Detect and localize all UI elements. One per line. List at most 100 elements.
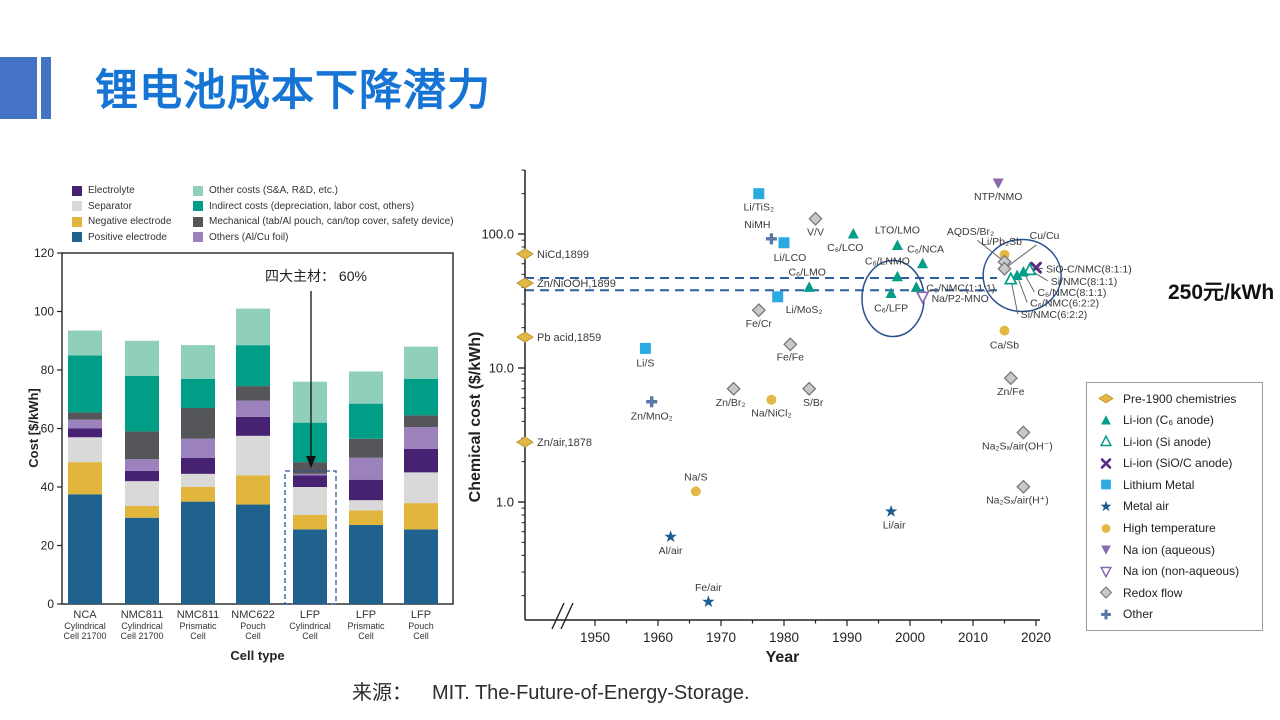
legend-swatch <box>72 232 82 243</box>
liion_si-marker-icon <box>1003 271 1018 285</box>
pre1900-marker-icon <box>516 436 534 448</box>
liion_c6-marker-icon <box>1011 269 1023 281</box>
redox-marker-icon <box>808 211 823 226</box>
bar-segment <box>349 500 383 511</box>
point-label: Na/P2-MNO <box>932 293 989 305</box>
point-label: Li/air <box>883 519 906 531</box>
point-label: Na₂Sₓ/air(OH⁻) <box>982 441 1053 453</box>
redox-marker-icon <box>802 381 817 396</box>
bar-segment <box>293 529 327 604</box>
hightemp-marker-icon <box>690 486 701 497</box>
bar-segment <box>68 330 102 356</box>
limetal-marker-icon <box>778 237 790 249</box>
source-text: MIT. The-Future-of-Energy-Storage. <box>432 682 750 704</box>
point-label: Fe/air <box>695 582 722 594</box>
legend-item: Lithium Metal <box>1096 477 1253 492</box>
legend-label: Na ion (aqueous) <box>1123 542 1216 557</box>
other-legend-icon <box>1101 609 1111 620</box>
point-label: AQDS/Br₂ <box>947 226 994 238</box>
bar-segment <box>181 438 215 458</box>
point-label: Na/S <box>684 471 707 483</box>
liion_si-marker-icon <box>1022 262 1037 276</box>
bar-segment <box>181 345 215 379</box>
legend-item: Li-ion (C₆ anode) <box>1096 413 1253 428</box>
category-sublabel: Cylindrical <box>64 621 106 631</box>
bar-segment <box>236 308 270 346</box>
four-materials-note: 四大主材： 60% <box>265 268 367 284</box>
bar-segment <box>68 419 102 429</box>
point-label: Si/NMC(8:1:1) <box>1051 276 1118 288</box>
legend-label: Li-ion (SiO/C anode) <box>1123 456 1233 471</box>
label-leader-line <box>1010 279 1019 315</box>
bar-segment <box>349 438 383 458</box>
point-label: Zn/Fe <box>997 386 1025 398</box>
limetal-legend-icon <box>1101 480 1111 490</box>
legend-item: Li-ion (SiO/C anode) <box>1096 456 1253 471</box>
y-axis-title: Chemical cost ($/kWh) <box>467 332 484 503</box>
bar-segment <box>404 448 438 473</box>
y-tick-label: 100 <box>34 305 54 319</box>
bar-segment <box>68 428 102 438</box>
naion_aq-marker-icon <box>1101 545 1111 555</box>
category-sublabel: Cell <box>358 631 374 641</box>
category-sublabel: Cell <box>245 631 261 641</box>
redox-marker-icon <box>783 337 798 352</box>
hightemp-marker-icon <box>766 394 777 405</box>
bar-segment <box>236 504 270 604</box>
legend-label: Mechanical (tab/Al pouch, can/top cover,… <box>209 216 454 228</box>
liion_c6-marker-icon <box>891 270 903 282</box>
bar-segment <box>404 472 438 504</box>
category-sublabel: Cell <box>413 631 429 641</box>
point-label: C₆/LMO <box>788 266 826 278</box>
other-marker-icon <box>1101 609 1111 620</box>
liion_c6-legend-icon <box>1101 414 1111 425</box>
pre1900-label: Zn/NiOOH,1899 <box>537 278 616 290</box>
bar-segment <box>125 375 159 432</box>
point-label: Fe/Cr <box>746 318 773 330</box>
redox-marker-icon <box>1016 425 1031 440</box>
point-label: Li/TiS₂ <box>744 202 775 214</box>
point-label: Li/S <box>636 357 654 369</box>
category-sublabel: Cell 21700 <box>120 631 163 641</box>
bar-segment <box>236 416 270 436</box>
bar-segment <box>236 435 270 476</box>
liion_c6-marker-icon <box>891 239 903 251</box>
bar-segment <box>293 475 327 487</box>
redox-marker-icon <box>1003 371 1018 386</box>
x-tick-label: 2020 <box>1021 630 1051 645</box>
liion_si-legend-icon <box>1099 434 1113 447</box>
category-sublabel: Cell <box>190 631 206 641</box>
naion_nonaq-marker-icon <box>1099 566 1113 579</box>
liion_c6-marker-icon <box>1017 266 1029 277</box>
legend-item: Other costs (S&A, R&D, etc.) <box>193 183 454 199</box>
point-label: LTO/LMO <box>875 225 920 237</box>
category-sublabel: Pouch <box>240 621 266 631</box>
bar-segment <box>181 457 215 474</box>
pre1900-marker-icon <box>516 331 534 343</box>
bar-segment <box>125 506 159 518</box>
bar-segment <box>293 473 327 476</box>
legend-swatch <box>72 201 82 212</box>
category-label: LFP <box>411 609 431 621</box>
category-sublabel: Cell <box>302 631 318 641</box>
point-label: C₆/LFP <box>874 302 908 314</box>
y-tick-label: 120 <box>34 246 54 260</box>
bar-segment <box>181 473 215 487</box>
point-label: Li/Pb₂Sb <box>981 236 1022 248</box>
bar-segment <box>68 437 102 463</box>
bar-segment <box>125 340 159 376</box>
x-tick-label: 1960 <box>643 630 673 645</box>
point-label: Zn/MnO₂ <box>631 411 673 423</box>
metalair-marker-icon <box>884 504 898 517</box>
bar-segment <box>68 462 102 495</box>
x-tick-label: 2000 <box>895 630 925 645</box>
bar-segment <box>404 529 438 604</box>
legend-item: Indirect costs (depreciation, labor cost… <box>193 199 454 215</box>
category-label: LFP <box>356 609 376 621</box>
naion_nonaq-legend-icon <box>1099 566 1113 579</box>
point-label: C₆/NMC(6:2:2) <box>1030 298 1099 310</box>
bar-segment <box>181 378 215 409</box>
legend-label: Others (Al/Cu foil) <box>209 231 289 243</box>
pre1900-label: NiCd,1899 <box>537 249 589 261</box>
point-label: Cu/Cu <box>1030 230 1060 242</box>
